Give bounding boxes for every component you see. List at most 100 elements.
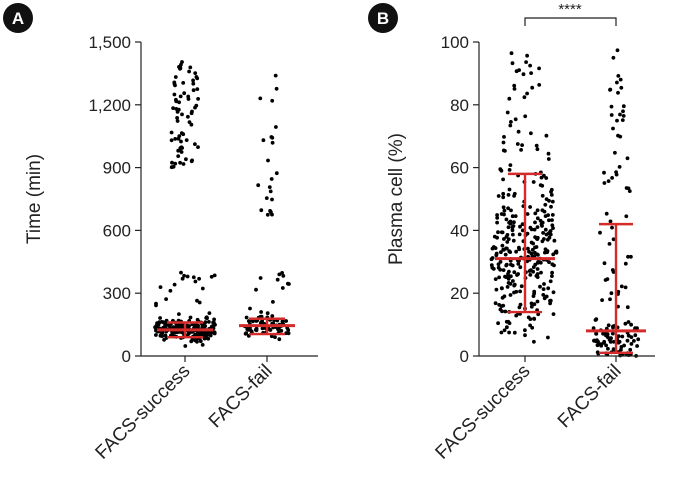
data-point [194,75,199,79]
data-point [244,315,249,320]
data-point [511,232,515,237]
data-point [208,333,213,338]
data-point [504,217,509,222]
data-point [186,331,191,336]
data-point [492,234,497,239]
data-point [621,114,626,118]
data-point [618,112,622,117]
x-category-label: FACS-success [92,361,195,464]
data-point [549,193,554,197]
x-category-label: FACS-fail [554,361,626,433]
data-point [274,171,279,176]
data-point [528,63,532,68]
panel-b-label: B [377,9,389,28]
data-point [619,284,624,289]
data-point [500,243,505,248]
data-point [611,270,616,274]
data-point [177,323,182,327]
data-point [549,187,554,192]
data-point [623,321,628,326]
data-point [616,90,620,95]
data-point [606,346,610,351]
data-point [271,300,275,304]
data-point [620,334,625,339]
data-point [608,219,613,224]
data-point [267,185,272,190]
data-point [280,271,284,275]
data-point [517,245,521,250]
data-point [270,314,275,318]
panel-a: A 0 300 600 900 1,200 1,500 FACS-success FACS-… [3,3,318,464]
data-point [528,205,532,209]
data-point [284,319,288,323]
data-point [193,71,198,75]
data-point [496,262,501,267]
data-point [595,343,600,348]
y-tick-label: 100 [441,33,469,52]
data-point [168,288,173,293]
data-point [610,225,614,230]
data-point [499,250,503,255]
data-point [196,145,200,150]
x-category-label: FACS-success [432,361,535,464]
data-point [502,328,507,333]
data-point [542,282,546,286]
panel-b: B 0 20 40 60 80 100 FACS-success FACS-fail Pla… [368,1,655,464]
data-point [181,81,186,85]
data-point [548,298,552,303]
data-point [550,218,554,223]
data-point [171,106,176,110]
data-point [611,237,616,242]
data-point [607,242,612,246]
data-point [528,273,533,277]
data-point [270,98,275,103]
data-point [603,278,608,282]
data-point [540,239,545,244]
data-point [554,250,559,255]
y-tick-label: 20 [450,284,469,303]
data-point [508,123,513,128]
data-point [517,232,522,237]
data-point [186,114,190,119]
data-point [193,279,198,284]
data-point [195,298,199,303]
data-point [624,214,629,219]
data-point [190,109,194,114]
data-point [551,290,556,295]
data-point [542,209,547,214]
data-point [507,249,512,254]
data-point [195,324,200,329]
data-point [503,252,508,257]
data-point [188,315,193,320]
data-point [525,212,530,216]
data-point [532,302,537,307]
data-point [523,328,527,333]
data-point [259,208,264,213]
data-point [183,344,188,348]
data-point [527,269,532,273]
data-point [499,286,504,291]
data-point [537,66,541,71]
y-tick-label: 1,500 [88,33,131,52]
data-point [181,162,186,166]
data-point [621,104,626,109]
data-point [499,168,504,173]
data-point [505,233,510,237]
data-point [504,319,509,324]
data-point [516,272,520,276]
data-point [515,142,520,146]
data-point [550,274,554,278]
y-tick-label: 0 [460,347,469,366]
data-point [196,97,201,101]
data-point [529,131,533,136]
data-point [501,140,506,145]
data-point [512,220,516,225]
data-point [185,274,190,279]
data-point [501,268,506,272]
data-point [173,83,177,88]
y-tick-label: 600 [103,221,131,240]
data-point [193,105,197,110]
data-point [177,312,181,316]
data-point [164,297,169,301]
